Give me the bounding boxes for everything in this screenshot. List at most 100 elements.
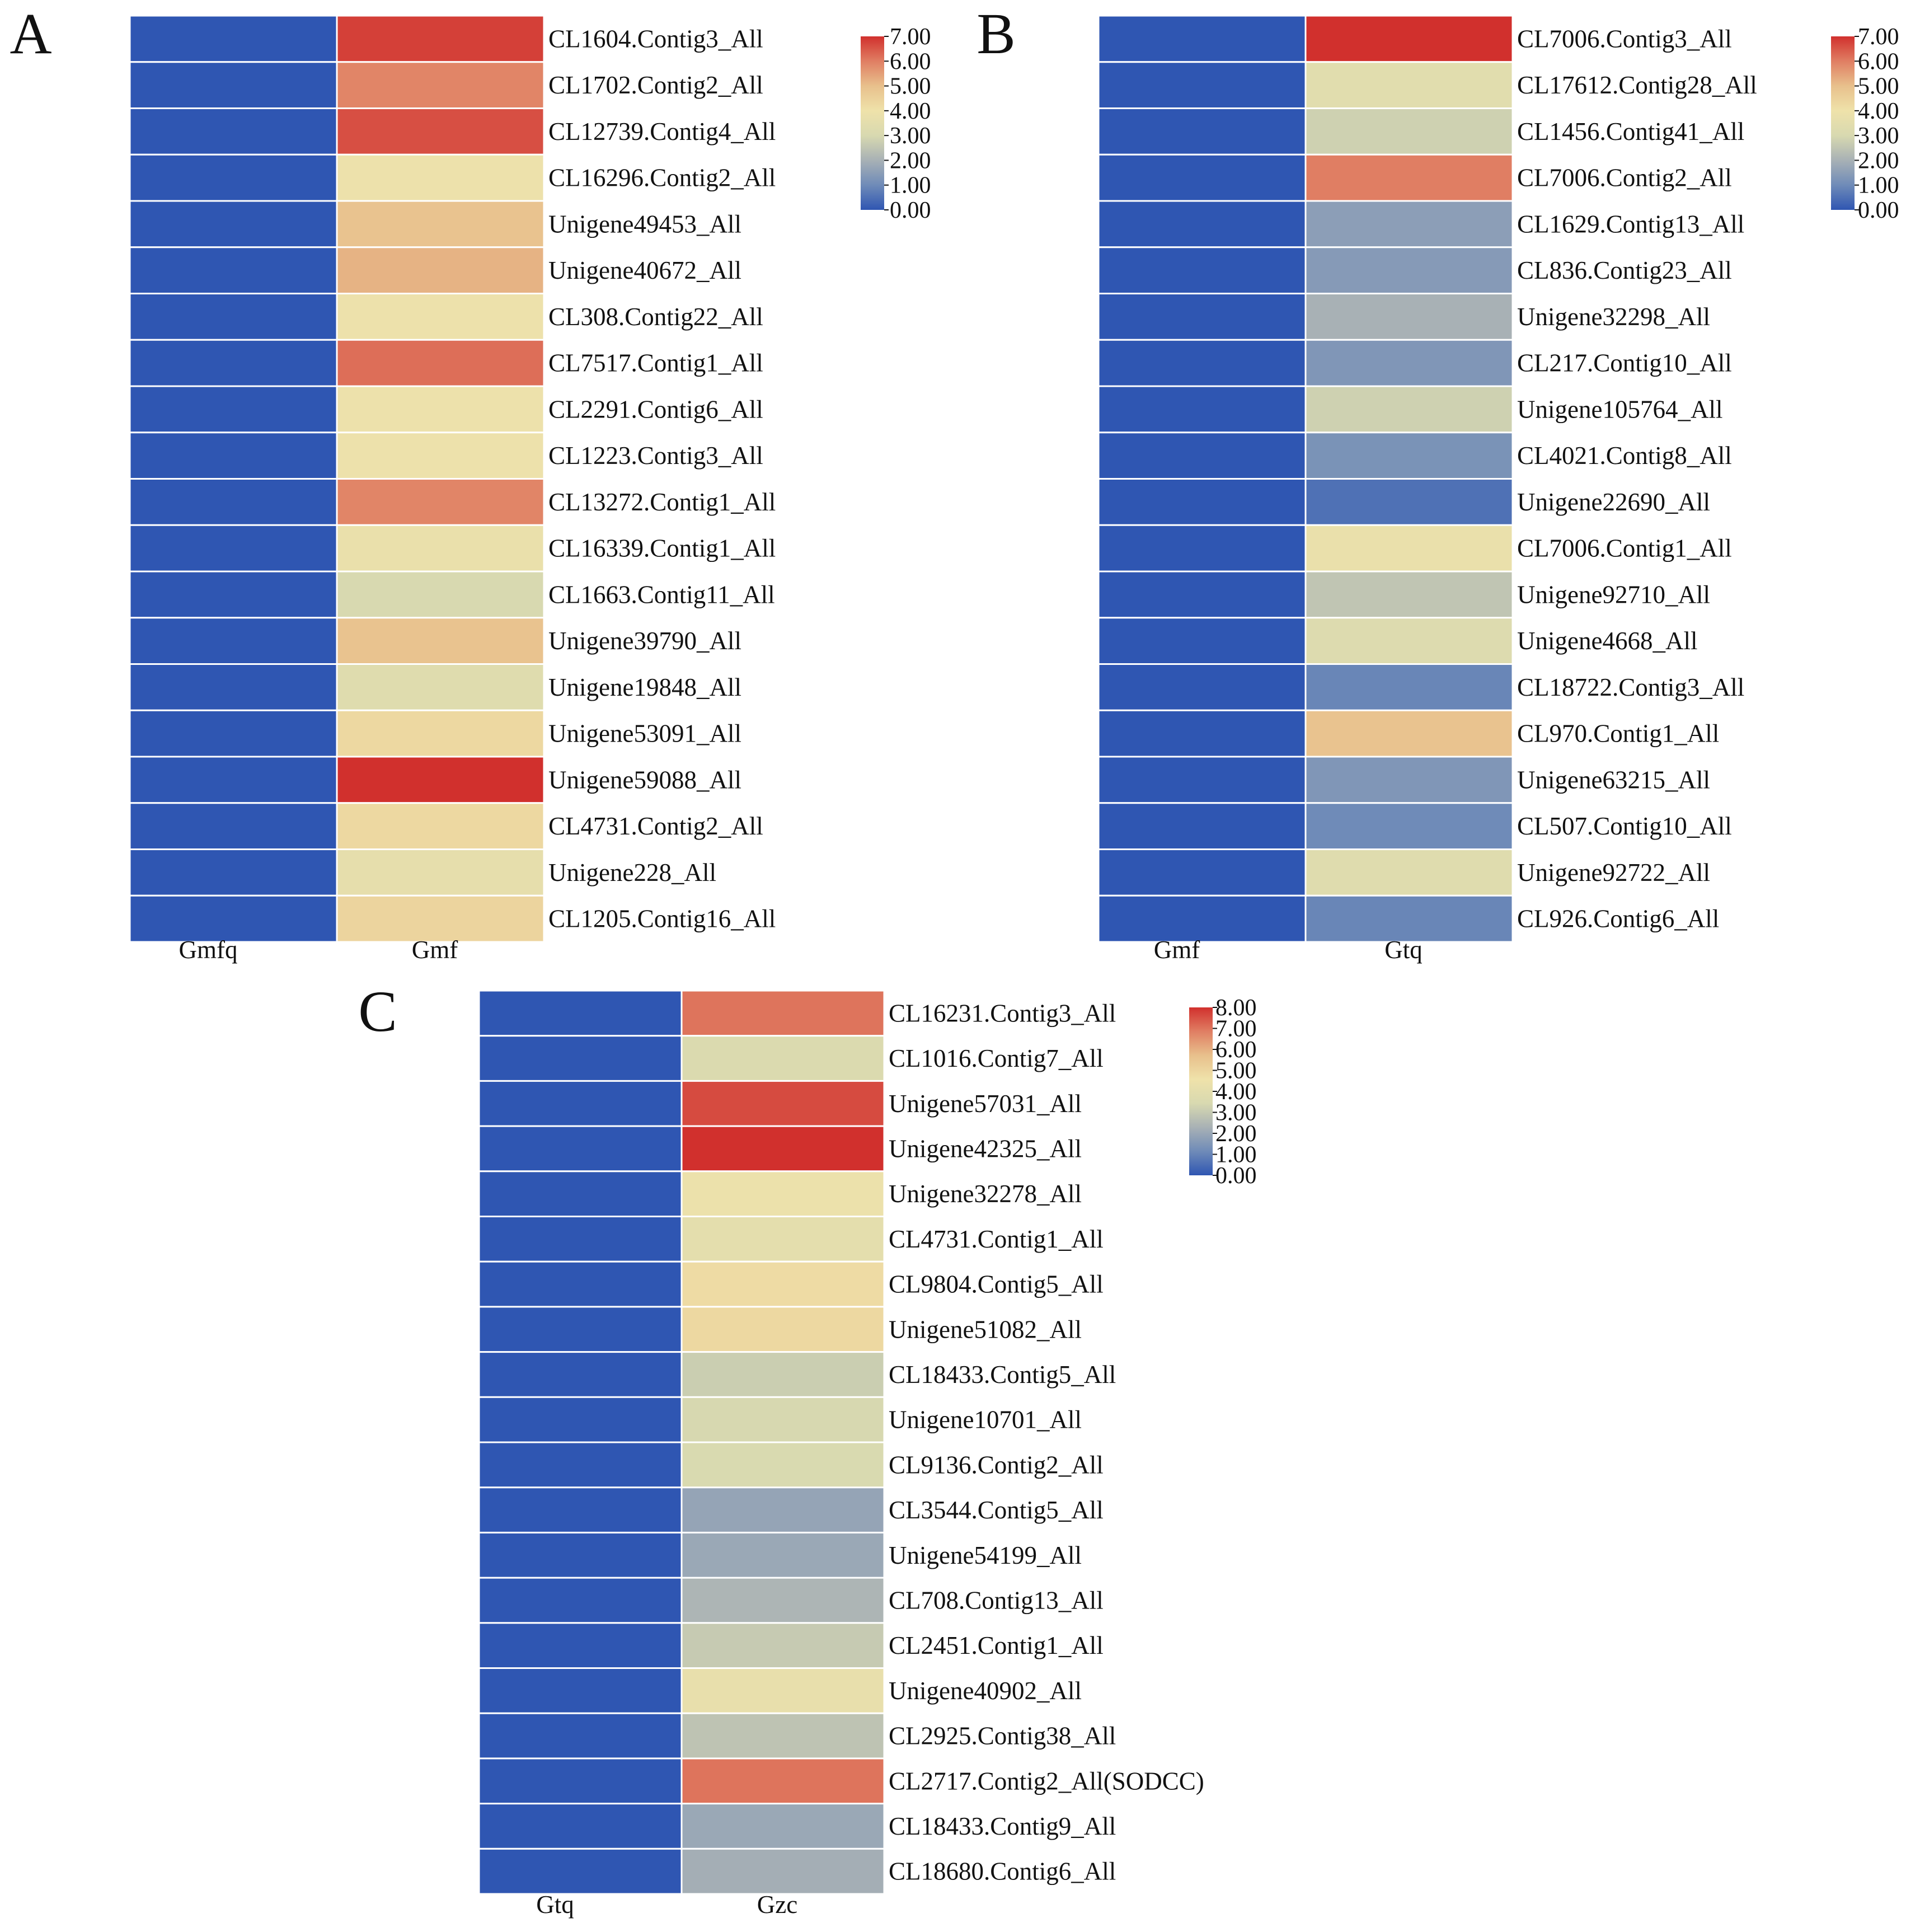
heatmap-cell	[1097, 15, 1307, 63]
heatmap-cell	[336, 432, 545, 480]
row-label: CL16339.Contig1_All	[548, 534, 776, 562]
colorbar-tick-label: 5.00	[890, 74, 931, 100]
row-label: Unigene105764_All	[1517, 395, 1722, 423]
row-label: CL9804.Contig5_All	[889, 1270, 1104, 1298]
heatmap-cell	[680, 1531, 885, 1579]
heatmap-cell	[1304, 570, 1514, 619]
heatmap-cell	[680, 1803, 885, 1850]
heatmap-cell	[680, 1125, 885, 1173]
colorbar-tick-label: 3.00	[1858, 123, 1899, 149]
heatmap-cell	[478, 1351, 683, 1398]
heatmap-cell	[129, 802, 338, 850]
heatmap-cell	[129, 478, 338, 526]
heatmap-cell	[1304, 802, 1514, 850]
heatmap-cell	[680, 990, 885, 1037]
heatmap-cell	[680, 1306, 885, 1353]
row-label: Unigene10701_All	[889, 1406, 1082, 1434]
colorbar-tick-label: 1.00	[1858, 173, 1899, 199]
colorbar	[861, 36, 884, 210]
heatmap-cell	[336, 802, 545, 850]
heatmap-cell	[336, 570, 545, 619]
heatmap-cell	[478, 1080, 683, 1127]
row-label: Unigene32298_All	[1517, 303, 1710, 331]
heatmap-cell	[129, 107, 338, 156]
column-label: Gmf	[412, 936, 458, 964]
row-label: Unigene40902_All	[889, 1677, 1082, 1705]
row-label: Unigene57031_All	[889, 1090, 1082, 1118]
heatmap-cell	[478, 1803, 683, 1850]
heatmap-cell	[129, 246, 338, 294]
colorbar-tick-label: 3.00	[890, 123, 931, 149]
heatmap-cell	[1097, 802, 1307, 850]
heatmap-cell	[129, 339, 338, 387]
heatmap-cell	[1097, 756, 1307, 804]
heatmap-cell	[478, 1035, 683, 1082]
heatmap-cell	[1304, 293, 1514, 341]
panel-label: B	[977, 2, 1015, 66]
colorbar-tick-label: 4.00	[1858, 99, 1899, 124]
heatmap-cell	[478, 1441, 683, 1489]
heatmap-cell	[680, 1396, 885, 1443]
row-label: CL1016.Contig7_All	[889, 1044, 1104, 1072]
heatmap-cell	[680, 1486, 885, 1534]
colorbar	[1831, 36, 1855, 210]
heatmap-cell	[129, 709, 338, 758]
row-label: CL12739.Contig4_All	[548, 118, 776, 146]
heatmap-cell	[129, 570, 338, 619]
heatmap-cell	[336, 200, 545, 248]
heatmap-cell	[1097, 293, 1307, 341]
heatmap-cell	[1304, 617, 1514, 665]
heatmap-cell	[336, 107, 545, 156]
heatmap-cell	[1097, 432, 1307, 480]
colorbar-tick-label: 1.00	[890, 173, 931, 199]
row-label: CL18680.Contig6_All	[889, 1858, 1116, 1886]
row-label: CL1604.Contig3_All	[548, 25, 763, 53]
heatmap-cell	[478, 1306, 683, 1353]
heatmap-cell	[129, 617, 338, 665]
heatmap-cell	[1304, 200, 1514, 248]
heatmap-cell	[129, 663, 338, 711]
row-label: CL926.Contig6_All	[1517, 905, 1719, 933]
row-label: CL1456.Contig41_All	[1517, 118, 1744, 146]
colorbar-tick-label: 6.00	[1215, 1037, 1257, 1063]
colorbar-tick-label: 0.00	[1858, 198, 1899, 223]
heatmap-cell	[478, 1216, 683, 1263]
heatmap-cell	[129, 153, 338, 202]
heatmap-cell	[129, 894, 338, 943]
heatmap-cell	[1097, 524, 1307, 573]
row-label: CL7517.Contig1_All	[548, 349, 763, 377]
row-label: Unigene63215_All	[1517, 766, 1710, 794]
heatmap-cell	[1097, 894, 1307, 943]
row-label: CL7006.Contig2_All	[1517, 164, 1732, 192]
heatmap-cell	[478, 1396, 683, 1443]
row-label: CL2291.Contig6_All	[548, 395, 763, 423]
heatmap-cell	[336, 293, 545, 341]
heatmap-cell	[1097, 107, 1307, 156]
heatmap-cell	[336, 894, 545, 943]
row-label: CL7006.Contig3_All	[1517, 25, 1732, 53]
colorbar-tick-label: 0.00	[1215, 1163, 1257, 1189]
row-label: CL1223.Contig3_All	[548, 442, 763, 470]
row-label: CL9136.Contig2_All	[889, 1451, 1104, 1479]
heatmap-panel-b: B CL7006.Contig3_All CL17612.Contig28_All C…	[977, 2, 1899, 964]
panel-label: C	[358, 979, 397, 1044]
row-label: CL16231.Contig3_All	[889, 999, 1116, 1027]
heatmap-cell	[680, 1351, 885, 1398]
column-label: Gtq	[1384, 936, 1423, 964]
heatmap-cell	[680, 1216, 885, 1263]
colorbar-tick-label: 8.00	[1215, 995, 1257, 1021]
heatmap-cell	[1304, 663, 1514, 711]
row-label: Unigene39790_All	[548, 627, 741, 655]
heatmap-cell	[336, 15, 545, 63]
colorbar-tick-label: 4.00	[890, 99, 931, 124]
heatmap-cell	[680, 1667, 885, 1714]
heatmap-cell	[478, 1757, 683, 1805]
heatmap-cell	[1304, 848, 1514, 897]
colorbar-tick-label: 2.00	[1215, 1121, 1257, 1147]
heatmap-cell	[680, 1080, 885, 1127]
heatmap-cell	[680, 1577, 885, 1624]
colorbar-tick-label: 5.00	[1215, 1058, 1257, 1084]
row-label: Unigene32278_All	[889, 1180, 1082, 1208]
heatmap-cell	[129, 200, 338, 248]
